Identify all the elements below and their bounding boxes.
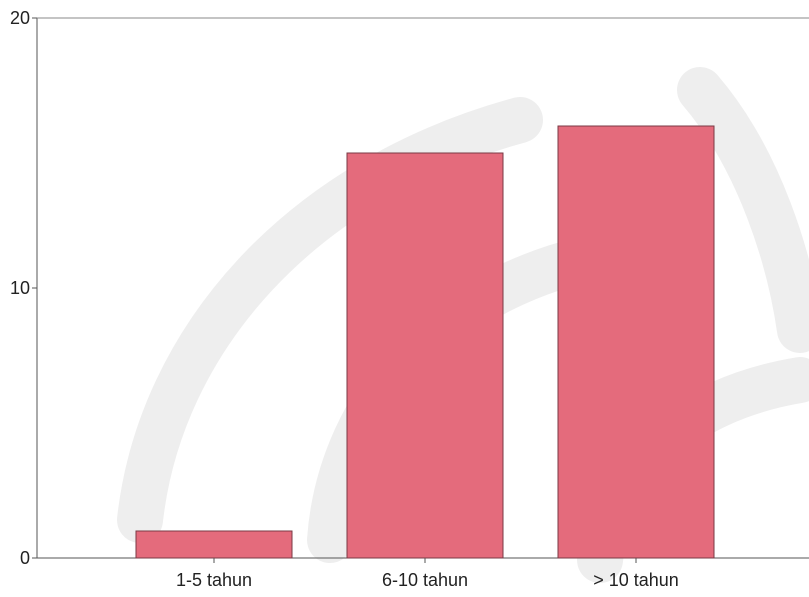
- x-tick-label: 6-10 tahun: [382, 570, 468, 590]
- y-tick-label: 20: [10, 8, 30, 28]
- bar-0: [135, 530, 293, 559]
- bar-2: [557, 125, 715, 559]
- x-tick-label: 1-5 tahun: [176, 570, 252, 590]
- x-tick-label: > 10 tahun: [593, 570, 679, 590]
- y-tick-label: 0: [20, 548, 30, 568]
- plot-area: 0 10 20 1-5 tahun 6-10 tahun > 10 tahun: [10, 8, 809, 590]
- bar-1: [346, 152, 504, 559]
- y-tick-label: 10: [10, 278, 30, 298]
